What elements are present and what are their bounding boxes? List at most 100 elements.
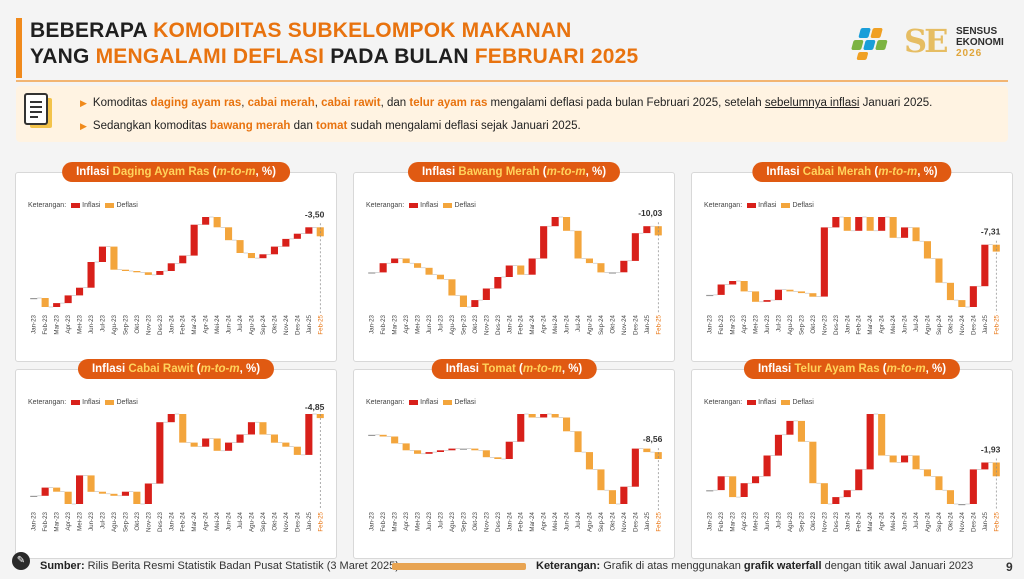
x-tick-label: Apr-24 [541,511,548,530]
x-tick-label: Nov-23 [145,314,152,335]
legend-deflasi: Deflasi [116,399,138,406]
waterfall-bar [247,422,255,435]
chart-title-prefix: Inflasi [445,363,483,375]
waterfall-bar [448,279,456,296]
x-tick-label: Mei-24 [214,511,221,530]
x-tick-label: Des-24 [294,511,301,532]
chart-title-prefix: Inflasi [76,166,113,178]
x-tick-label: Agu-23 [787,511,794,532]
chart-title: Inflasi Cabai Rawit (m-to-m, %) [77,359,275,379]
waterfall-bar [654,452,662,459]
x-tick-label: Feb-24 [518,314,525,334]
waterfall-bar [293,446,301,455]
x-tick-label: Mar-23 [392,511,399,531]
x-tick-label: Apr-23 [403,314,410,333]
waterfall-bar [213,217,221,228]
x-tick-label: Nov-24 [621,314,628,335]
x-tick-label: Jan-25 [982,314,989,333]
x-tick-label: Feb-25 [317,314,324,334]
chart-title-prefix: Inflasi [91,363,129,375]
chart-panel-bawang-merah: Inflasi Bawang Merah (m-to-m, %) Keterang… [353,162,675,362]
x-tick-label: Sep-23 [122,511,129,532]
waterfall-bar [30,495,38,497]
x-tick-label: Sep-23 [460,314,467,335]
x-tick-label: Nov-24 [283,511,290,532]
source-text: Sumber: Rilis Berita Resmi Statistik Bad… [40,560,399,572]
waterfall-bar [414,263,422,268]
waterfall-bar [946,490,954,504]
x-tick-label: Sep-23 [122,314,129,335]
x-tick-label: Jul-23 [100,314,107,331]
legend-deflasi: Deflasi [792,399,814,406]
x-tick-label: Jan-25 [644,511,651,530]
waterfall-bar [809,441,817,484]
sensus-logo-text: SENSUS EKONOMI 2026 [956,26,1004,59]
chart-title-suffix: , %) [925,363,947,375]
x-tick-label: Sep-24 [598,314,605,335]
x-tick-label: Sep-23 [460,511,467,532]
chart-title-commodity: Bawang Merah [458,166,540,178]
chart-title-mtm: m-to-m [522,363,562,375]
x-tick-label: Okt-24 [947,314,954,333]
waterfall-bar [494,457,502,459]
x-tick-label: Mar-24 [529,314,536,334]
waterfall-bar [225,227,233,241]
waterfall-bar [752,476,760,484]
x-tick-label: Jul-23 [100,511,107,528]
chart-title-paren: ( [871,166,879,178]
waterfall-bar [402,443,410,451]
chart-title-prefix: Inflasi [766,166,803,178]
chart-panel-daging-ayam-ras: Inflasi Daging Ayam Ras (m-to-m, %) Keter… [15,162,337,362]
legend-label: Keterangan: [28,399,67,406]
waterfall-bar [774,289,782,301]
x-tick-label: Okt-24 [609,314,616,333]
chart-title-commodity: Cabai Merah [802,166,872,178]
waterfall-bar [878,217,886,231]
x-tick-label: Jun-24 [564,511,571,530]
x-tick-label: Mar-23 [730,314,737,334]
footer-note: Keterangan: Grafik di atas menggunakan g… [536,560,974,572]
x-tick-label: Apr-23 [741,511,748,530]
pencil-icon[interactable]: ✎ [12,552,30,570]
waterfall-bar [992,244,1000,252]
legend-swatch-inflasi [71,399,81,405]
waterfall-bar [305,414,313,455]
x-tick-label: Jul-23 [776,511,783,528]
chart-title-commodity: Daging Ayam Ras [112,166,210,178]
x-tick-label: Mar-23 [392,314,399,334]
waterfall-bar [763,455,771,477]
waterfall-bar [494,277,502,289]
waterfall-bar [459,295,467,307]
x-tick-label: Agu-23 [449,511,456,532]
waterfall-bar [87,475,95,492]
waterfall-bar [706,490,714,492]
x-tick-label: Des-23 [833,314,840,335]
x-tick-label: Jan-23 [31,511,38,530]
x-tick-label: Apr-24 [541,314,548,333]
x-tick-label: Jan-24 [844,511,851,530]
waterfall-bar [505,441,513,459]
legend-swatch-deflasi [443,202,453,208]
chart-title-commodity: Cabai Rawit [128,363,194,375]
waterfall-bar [551,414,559,418]
waterfall-bar [167,263,175,271]
waterfall-bar [912,455,920,470]
x-tick-label: Nov-23 [821,314,828,335]
legend-deflasi: Deflasi [792,202,814,209]
x-tick-label: Mei-24 [890,511,897,530]
x-tick-label: Mar-24 [191,314,198,334]
waterfall-bar [528,414,536,418]
x-tick-label: Jul-24 [237,314,244,331]
waterfall-bar [843,490,851,498]
x-tick-label: Feb-24 [856,511,863,531]
x-tick-label: Okt-24 [947,511,954,530]
waterfall-bar [64,295,72,304]
x-tick-label: Jan-25 [644,314,651,333]
waterfall-bar [551,217,559,227]
waterfall-bar [752,291,760,302]
waterfall-bar [878,414,886,456]
chart-title-mtm: m-to-m [200,363,240,375]
waterfall-bar [293,233,301,239]
x-tick-label: Jan-25 [306,511,313,530]
x-tick-label: Jan-24 [844,314,851,333]
